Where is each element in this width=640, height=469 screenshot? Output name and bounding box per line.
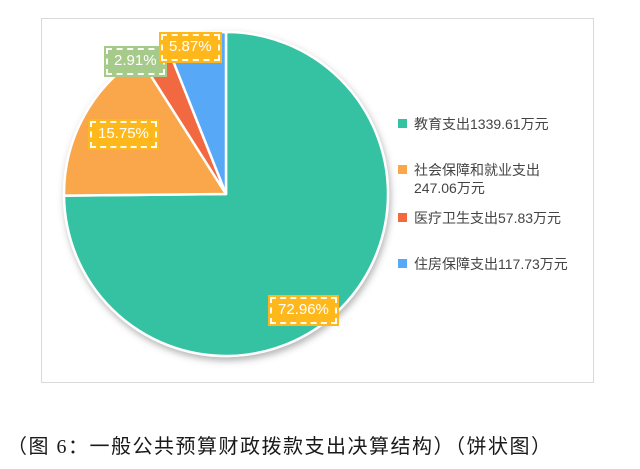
percent-label-social-security: 15.75% <box>88 119 159 150</box>
legend-item-0[interactable]: 教育支出1339.61万元 <box>398 115 549 133</box>
legend-item-1[interactable]: 社会保障和就业支出 247.06万元 <box>398 161 540 197</box>
percent-value: 5.87% <box>161 34 220 61</box>
legend-label: 社会保障和就业支出 247.06万元 <box>414 162 540 196</box>
legend-marker <box>398 259 407 268</box>
pie-chart-frame: 72.96% 15.75% 2.91% 5.87% 教育支出1339.61万元社… <box>41 18 594 383</box>
percent-label-housing: 5.87% <box>159 32 222 63</box>
figure-caption: （图 6：一般公共预算财政拨款支出决算结构）（饼状图） <box>7 436 553 458</box>
percent-label-medical: 2.91% <box>104 46 167 77</box>
legend-label: 住房保障支出117.73万元 <box>414 256 568 272</box>
legend: 教育支出1339.61万元社会保障和就业支出 247.06万元医疗卫生支出57.8… <box>398 19 588 382</box>
legend-marker <box>398 165 407 174</box>
percent-label-education: 72.96% <box>268 295 339 326</box>
legend-item-3[interactable]: 住房保障支出117.73万元 <box>398 255 568 273</box>
legend-marker <box>398 213 407 222</box>
percent-value: 15.75% <box>90 121 157 148</box>
legend-label: 教育支出1339.61万元 <box>414 116 549 132</box>
legend-label: 医疗卫生支出57.83万元 <box>414 210 562 226</box>
legend-item-2[interactable]: 医疗卫生支出57.83万元 <box>398 209 561 227</box>
legend-marker <box>398 119 407 128</box>
percent-value: 72.96% <box>270 297 337 324</box>
percent-value: 2.91% <box>106 48 165 75</box>
